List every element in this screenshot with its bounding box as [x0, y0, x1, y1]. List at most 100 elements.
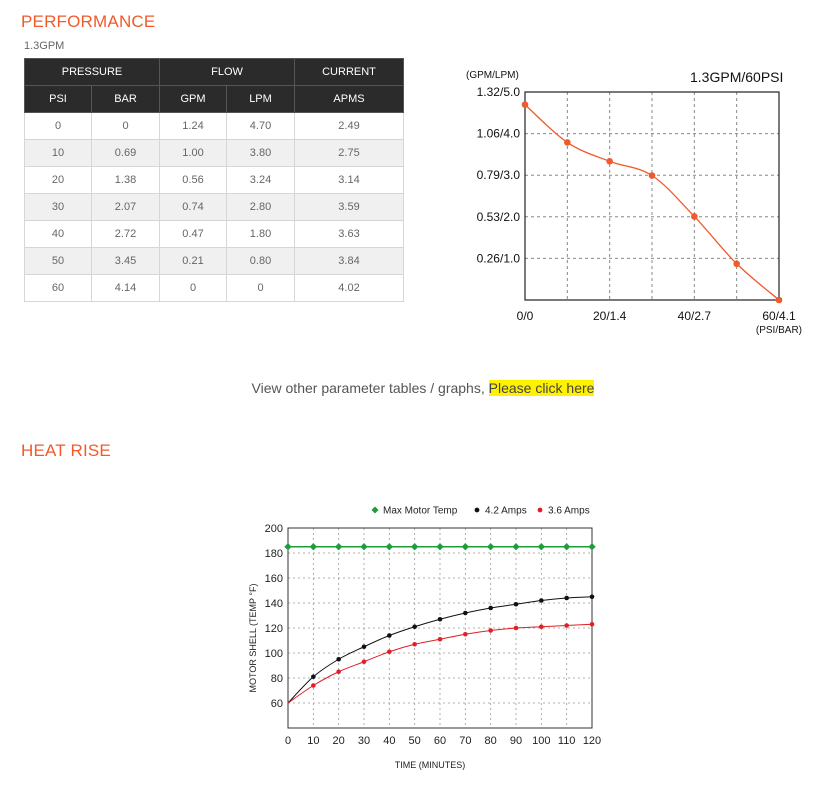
heat-x-tick-label: 100 — [532, 735, 550, 747]
heat-data-point — [361, 659, 367, 665]
heat-y-tick-label: 200 — [265, 523, 283, 535]
heat-data-point — [589, 594, 595, 600]
perf-data-point — [648, 172, 656, 179]
table-cell: 0.80 — [226, 247, 295, 275]
heat-x-tick-label: 110 — [558, 735, 576, 747]
table-row: 10 0.69 1.00 3.80 2.75 — [24, 139, 404, 167]
max-motor-temp-point — [512, 543, 520, 551]
header-psi: PSI — [24, 85, 92, 113]
heat-y-tick-label: 120 — [265, 623, 283, 635]
max-motor-temp-point — [410, 543, 419, 551]
heat-x-tick-label: 0 — [285, 735, 291, 747]
legend-label: 3.6 Amps — [548, 506, 590, 517]
performance-table: PRESSURE FLOW CURRENT PSI BAR GPM LPM AP… — [24, 58, 404, 302]
heat-data-point — [387, 633, 392, 638]
heat-x-axis-label: TIME (MINUTES) — [395, 760, 466, 770]
perf-y-tick-label: 1.32/5.0 — [477, 85, 521, 99]
model-label: 1.3GPM — [24, 40, 65, 52]
perf-chart-title: 1.3GPM/60PSI — [690, 69, 783, 85]
heat-data-point — [539, 598, 544, 603]
table-row: 0 0 1.24 4.70 2.49 — [24, 112, 404, 140]
table-cell: 2.80 — [226, 193, 295, 221]
heat-plot-frame — [287, 527, 593, 729]
table-cell: 3.45 — [91, 247, 160, 275]
table-cell: 3.14 — [294, 166, 404, 194]
max-motor-temp-point — [334, 543, 343, 551]
max-motor-temp-point — [588, 543, 596, 551]
table-cell: 20 — [24, 166, 92, 194]
heat-x-tick-label: 70 — [459, 735, 471, 747]
max-motor-temp-point — [461, 543, 470, 551]
heat-data-point — [412, 624, 417, 630]
header-flow: FLOW — [159, 58, 295, 86]
table-cell: 0.74 — [159, 193, 227, 221]
max-motor-temp-point — [284, 543, 292, 551]
parameter-link-line: View other parameter tables / graphs, Pl… — [0, 380, 840, 396]
table-row: 30 2.07 0.74 2.80 3.59 — [24, 193, 404, 221]
heat-data-point — [336, 656, 341, 662]
perf-data-point — [775, 296, 783, 304]
heat-data-point — [488, 628, 493, 633]
perf-data-point — [564, 139, 571, 146]
table-cell: 0 — [24, 112, 92, 140]
heat-x-tick-label: 120 — [583, 735, 601, 747]
heat-x-tick-label: 20 — [333, 735, 345, 747]
table-cell: 0 — [226, 274, 295, 302]
heat-data-point — [488, 605, 493, 611]
table-cell: 4.02 — [294, 274, 404, 302]
heat-data-point — [513, 601, 519, 607]
link-prompt-text: View other parameter tables / graphs, — [251, 380, 485, 396]
table-cell: 1.80 — [226, 220, 295, 248]
perf-y-tick-label: 0.79/3.0 — [477, 168, 521, 182]
header-apms: APMS — [294, 85, 404, 113]
heat-x-tick-label: 50 — [409, 735, 421, 747]
table-group-header-row: PRESSURE FLOW CURRENT — [24, 58, 404, 86]
header-pressure: PRESSURE — [24, 58, 160, 86]
heat-data-point — [311, 674, 316, 680]
table-cell: 3.63 — [294, 220, 404, 248]
heat-y-tick-label: 80 — [271, 673, 283, 685]
heat-x-tick-label: 10 — [307, 735, 319, 747]
perf-x-axis-label: (PSI/BAR) — [756, 325, 802, 336]
table-row: 60 4.14 0 0 4.02 — [24, 274, 404, 302]
heat-data-point — [564, 595, 569, 601]
heat-y-tick-label: 100 — [265, 648, 283, 660]
heat-data-point — [463, 610, 468, 616]
table-row: 50 3.45 0.21 0.80 3.84 — [24, 247, 404, 275]
heat-x-tick-label: 30 — [358, 735, 370, 747]
heat-x-tick-label: 60 — [434, 735, 446, 747]
table-cell: 3.24 — [226, 166, 295, 194]
heat-rise-chart: 60 80 100 120 140 160 180 200 0 10 20 30 40 50 60 70 80 9… — [248, 506, 601, 771]
heat-data-point — [589, 621, 595, 627]
table-cell: 10 — [24, 139, 92, 167]
heat-y-tick-label: 180 — [265, 548, 283, 560]
heat-y-tick-label: 140 — [265, 598, 283, 610]
perf-gridlines — [525, 92, 779, 300]
heat-y-tick-label: 60 — [271, 698, 283, 710]
perf-y-tick-label: 0.53/2.0 — [477, 210, 521, 224]
table-cell: 0.69 — [91, 139, 160, 167]
perf-data-point — [733, 260, 740, 268]
table-cell: 3.59 — [294, 193, 404, 221]
table-cell: 0 — [91, 112, 160, 140]
perf-data-point — [606, 158, 613, 165]
table-cell: 3.84 — [294, 247, 404, 275]
table-cell: 1.24 — [159, 112, 227, 140]
heat-data-point — [463, 631, 468, 637]
heat-y-tick-label: 160 — [265, 573, 283, 585]
heat-x-tick-label: 90 — [510, 735, 522, 747]
heat-data-point — [437, 616, 443, 622]
heat-data-point — [539, 624, 544, 630]
max-motor-temp-point — [562, 543, 571, 551]
perf-data-point — [521, 101, 529, 108]
table-cell: 40 — [24, 220, 92, 248]
max-motor-temp-point — [486, 543, 495, 551]
table-cell: 1.38 — [91, 166, 160, 194]
legend-label: 4.2 Amps — [485, 506, 527, 517]
perf-plot-frame — [524, 91, 780, 301]
click-here-link[interactable]: Please click here — [488, 380, 595, 396]
table-cell: 1.00 — [159, 139, 227, 167]
heat-data-point — [361, 644, 367, 650]
table-cell: 0 — [159, 274, 227, 302]
heat-data-point — [412, 641, 417, 647]
